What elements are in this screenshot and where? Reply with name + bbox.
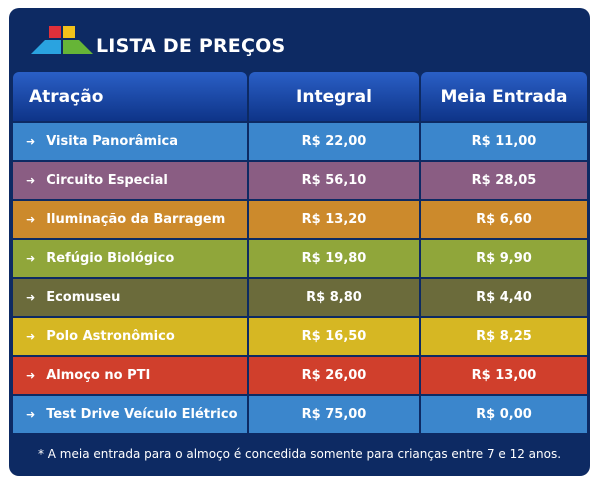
table-row: ➜ Polo Astronômico R$ 16,50 R$ 8,25 [13,318,587,355]
header: LISTA DE PREÇOS [9,8,590,70]
half-price-cell: R$ 4,40 [421,279,587,316]
integral-price-cell: R$ 19,80 [249,240,419,277]
logo-icon [31,26,93,54]
attraction-name: Iluminação da Barragem [46,212,226,227]
table-header: Atração Integral Meia Entrada [13,72,587,121]
attraction-cell: ➜ Refúgio Biológico [13,240,247,277]
attraction-name: Ecomuseu [46,290,121,305]
half-price-cell: R$ 9,90 [421,240,587,277]
table-row: ➜ Ecomuseu R$ 8,80 R$ 4,40 [13,279,587,316]
table-row: ➜ Almoço no PTI R$ 26,00 R$ 13,00 [13,357,587,394]
arrow-right-icon: ➜ [26,369,36,382]
table-row: ➜ Refúgio Biológico R$ 19,80 R$ 9,90 [13,240,587,277]
attraction-cell: ➜ Circuito Especial [13,162,247,199]
arrow-right-icon: ➜ [26,252,36,265]
integral-price-cell: R$ 22,00 [249,123,419,160]
attraction-name: Polo Astronômico [46,329,175,344]
attraction-cell: ➜ Iluminação da Barragem [13,201,247,238]
integral-price-cell: R$ 56,10 [249,162,419,199]
table-row: ➜ Circuito Especial R$ 56,10 R$ 28,05 [13,162,587,199]
arrow-right-icon: ➜ [26,174,36,187]
half-price-cell: R$ 28,05 [421,162,587,199]
attraction-cell: ➜ Visita Panorâmica [13,123,247,160]
column-header-integral: Integral [249,72,419,121]
attraction-cell: ➜ Ecomuseu [13,279,247,316]
integral-price-cell: R$ 16,50 [249,318,419,355]
half-price-cell: R$ 13,00 [421,357,587,394]
column-header-half-price: Meia Entrada [421,72,587,121]
integral-price-cell: R$ 26,00 [249,357,419,394]
attraction-name: Test Drive Veículo Elétrico [46,407,238,422]
column-header-attraction: Atração [13,72,247,121]
arrow-right-icon: ➜ [26,213,36,226]
arrow-right-icon: ➜ [26,135,36,148]
integral-price-cell: R$ 8,80 [249,279,419,316]
half-price-cell: R$ 0,00 [421,396,587,433]
integral-price-cell: R$ 75,00 [249,396,419,433]
attraction-cell: ➜ Almoço no PTI [13,357,247,394]
arrow-right-icon: ➜ [26,408,36,421]
half-price-cell: R$ 6,60 [421,201,587,238]
arrow-right-icon: ➜ [26,330,36,343]
footnote: * A meia entrada para o almoço é concedi… [37,447,562,461]
half-price-cell: R$ 8,25 [421,318,587,355]
attraction-name: Almoço no PTI [46,368,151,383]
half-price-cell: R$ 11,00 [421,123,587,160]
attraction-name: Visita Panorâmica [46,134,179,149]
arrow-right-icon: ➜ [26,291,36,304]
attraction-cell: ➜ Test Drive Veículo Elétrico [13,396,247,433]
price-list-panel: LISTA DE PREÇOS Atração Integral Meia En… [9,8,590,476]
table-row: ➜ Iluminação da Barragem R$ 13,20 R$ 6,60 [13,201,587,238]
attraction-name: Refúgio Biológico [46,251,175,266]
integral-price-cell: R$ 13,20 [249,201,419,238]
page-title: LISTA DE PREÇOS [96,35,286,57]
table-row: ➜ Test Drive Veículo Elétrico R$ 75,00 R$ 0… [13,396,587,433]
attraction-cell: ➜ Polo Astronômico [13,318,247,355]
table-row: ➜ Visita Panorâmica R$ 22,00 R$ 11,00 [13,123,587,160]
attraction-name: Circuito Especial [46,173,168,188]
